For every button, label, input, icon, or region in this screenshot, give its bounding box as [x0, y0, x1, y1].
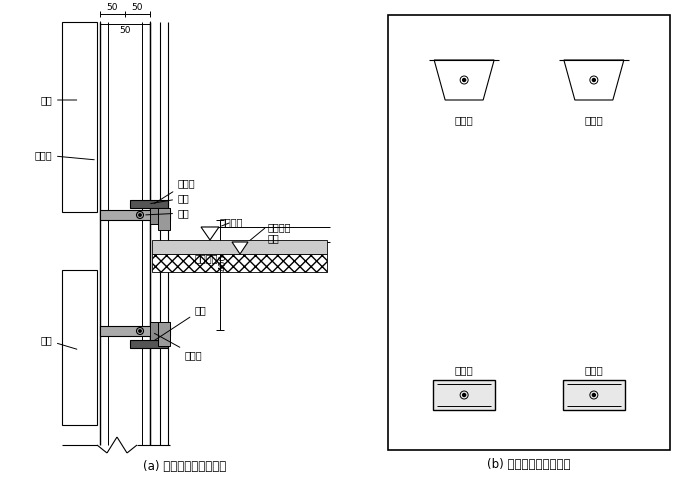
Text: 400: 400 [219, 254, 228, 271]
Text: 垫板: 垫板 [151, 193, 190, 204]
Bar [150, 208, 170, 224]
Bar [100, 326, 170, 336]
Text: 下节点: 下节点 [585, 365, 603, 375]
Text: 下节点: 下节点 [455, 365, 473, 375]
Bar [64, 24, 95, 210]
Bar [150, 322, 170, 340]
Bar [433, 380, 495, 410]
Bar [158, 322, 170, 346]
Text: 上节点: 上节点 [455, 115, 473, 125]
Circle shape [462, 394, 466, 397]
Text: (a) 外墙竖向连接示意图: (a) 外墙竖向连接示意图 [143, 460, 226, 473]
Text: 结构板顶
标高: 结构板顶 标高 [268, 222, 292, 243]
Bar [130, 200, 168, 208]
Polygon shape [564, 60, 624, 100]
Bar [130, 340, 168, 348]
Polygon shape [201, 227, 219, 240]
Circle shape [462, 79, 466, 82]
Text: 垫板: 垫板 [154, 305, 207, 341]
Text: 螺栓: 螺栓 [146, 208, 190, 218]
Text: 50: 50 [119, 26, 131, 35]
Bar [158, 208, 170, 230]
Bar [563, 380, 625, 410]
Bar [62, 22, 97, 212]
Text: 预埋件: 预埋件 [34, 150, 94, 160]
Bar [64, 272, 95, 423]
Bar [152, 254, 327, 272]
Text: (b) 外墙正面连接示意图: (b) 外墙正面连接示意图 [487, 458, 571, 471]
Bar [152, 240, 327, 254]
Circle shape [592, 394, 595, 397]
Text: 建筑标高: 建筑标高 [220, 217, 244, 227]
Circle shape [139, 214, 141, 216]
Bar [100, 210, 170, 220]
Text: 50: 50 [131, 3, 142, 12]
Circle shape [592, 79, 595, 82]
Text: 50: 50 [106, 3, 118, 12]
Text: 上节点: 上节点 [154, 333, 203, 360]
Text: 上节点: 上节点 [585, 115, 603, 125]
Circle shape [139, 330, 141, 332]
Bar [62, 270, 97, 425]
Text: 叠合楼板: 叠合楼板 [195, 253, 219, 263]
Polygon shape [232, 242, 248, 254]
Text: 下节点: 下节点 [154, 178, 195, 204]
Text: 墙板: 墙板 [41, 95, 77, 105]
Bar [388, 15, 670, 450]
Text: 墙板: 墙板 [41, 335, 77, 349]
Polygon shape [434, 60, 494, 100]
